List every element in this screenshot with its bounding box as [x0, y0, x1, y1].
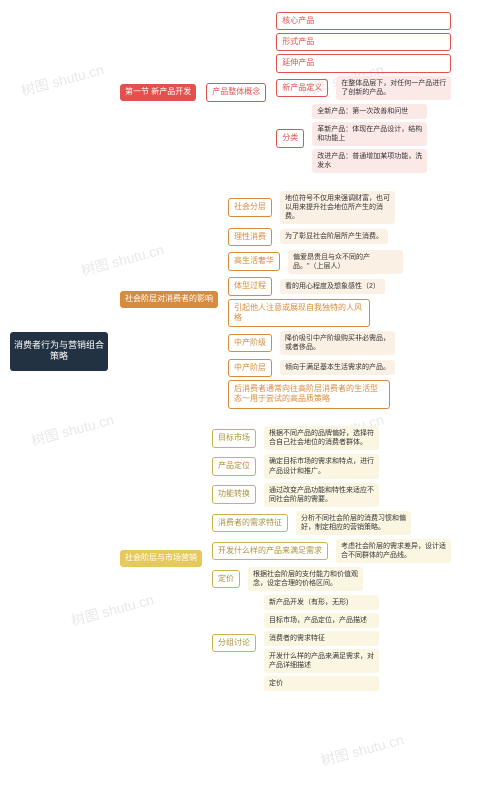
n-b3-6-1: 目标市场，产品定位，产品描述 [264, 613, 379, 628]
branch-3: 社会阶层与市场营销 目标市场根据不同产品的品牌偏好，选择符合自己社会地位的消费者… [120, 424, 451, 693]
n-b3-6-4: 定价 [264, 676, 379, 691]
n-b2-7: 后消费者通常向往高阶层消费者的生活型态一用于尝试的高品质策略 [228, 380, 390, 409]
n-b3-2: 功能转换 [212, 485, 256, 503]
n-b3-2c: 通过改变产品功能和特性来适应不同社会阶层的需要。 [264, 483, 379, 507]
n-b2-2: 高生活奢华 [228, 252, 280, 270]
n-b2-5: 中产阶级 [228, 334, 272, 352]
n-b2-3c: 看的用心程度及想象感性（2） [280, 279, 385, 294]
n-b2-2c: 偏爱昂贵且与众不同的产品。"（上层人） [288, 250, 403, 274]
n-b3-0c: 根据不同产品的品牌偏好，选择符合自己社会地位的消费者群体。 [264, 426, 379, 450]
node-product-concept: 产品整体概念 [206, 83, 266, 101]
branch-1: 第一节 新产品开发 产品整体概念 核心产品 形式产品 延伸产品 新产品定义 在整… [120, 10, 451, 175]
root-node: 消费者行为与营销组合策略 [10, 332, 108, 371]
n-b3-1: 产品定位 [212, 457, 256, 475]
n-b3-5c: 根据社会阶层的支付能力和价值观念，设定合理的价格区间。 [248, 567, 363, 591]
n-b3-3c: 分析不同社会阶层的消费习惯和偏好，制定相应的营销策略。 [296, 511, 411, 535]
n-b2-6: 中产阶层 [228, 359, 272, 377]
branch-3-label: 社会阶层与市场营销 [120, 550, 202, 566]
leaf-cat-1: 全新产品：第一次改善和问世 [312, 104, 427, 119]
n-b2-0: 社会分层 [228, 198, 272, 216]
leaf-category: 分类 [276, 129, 304, 147]
n-b2-1c: 为了彰显社会阶层所产生消费。 [280, 229, 388, 244]
leaf-cat-3: 改进产品：普通增加某项功能，洗发水 [312, 149, 427, 173]
n-b2-3: 体型过程 [228, 277, 272, 295]
n-b3-6-0: 新产品开发（有形，无形) [264, 595, 379, 610]
n-b3-6-3: 开发什么样的产品来满足需求，对产品详细描述 [264, 649, 379, 673]
n-b3-1c: 确定目标市场的需求和特点，进行产品设计和推广。 [264, 454, 379, 478]
n-b3-5: 定价 [212, 570, 240, 588]
leaf-def-note: 在整体品层下，对任何一产品进行了创新的产品。 [336, 76, 451, 100]
n-b3-3: 消费者的需求特征 [212, 514, 288, 532]
watermark: 树图 shutu.cn [319, 729, 406, 770]
n-b2-0c: 地位符号不仅用来强调财富，也可以用来提升社会地位所产生的消费。 [280, 191, 395, 224]
n-b3-4: 开发什么样的产品来满足需求 [212, 542, 328, 560]
n-b2-6c: 倾向于满足基本生活需求的产品。 [280, 360, 395, 375]
mindmap: 消费者行为与营销组合策略 第一节 新产品开发 产品整体概念 核心产品 形式产品 … [10, 10, 490, 693]
n-b3-6-2: 消费者的需求特征 [264, 631, 379, 646]
branch-1-label: 第一节 新产品开发 [120, 84, 196, 100]
n-b2-5c: 降价吸引中产阶级购买非必需品，或者侈品。 [280, 331, 395, 355]
n-b2-1: 理性消费 [228, 228, 272, 246]
branch-2: 社会阶层对消费者的影响 社会分层地位符号不仅用来强调财富，也可以用来提升社会地位… [120, 189, 451, 410]
leaf-def: 新产品定义 [276, 79, 328, 97]
n-b3-4c: 考虑社会阶层的需求差异，设计适合不同群体的产品线。 [336, 539, 451, 563]
leaf-cat-2: 革新产品：体现在产品设计，结构和功能上 [312, 122, 427, 146]
leaf-extend: 延伸产品 [276, 54, 451, 72]
n-b3-6: 分组讨论 [212, 634, 256, 652]
branch-2-label: 社会阶层对消费者的影响 [120, 291, 218, 307]
n-b3-0: 目标市场 [212, 429, 256, 447]
n-b2-4: 引起他人注意或展现自我独特的人风格 [228, 299, 370, 328]
leaf-form: 形式产品 [276, 33, 451, 51]
leaf-core: 核心产品 [276, 12, 451, 30]
